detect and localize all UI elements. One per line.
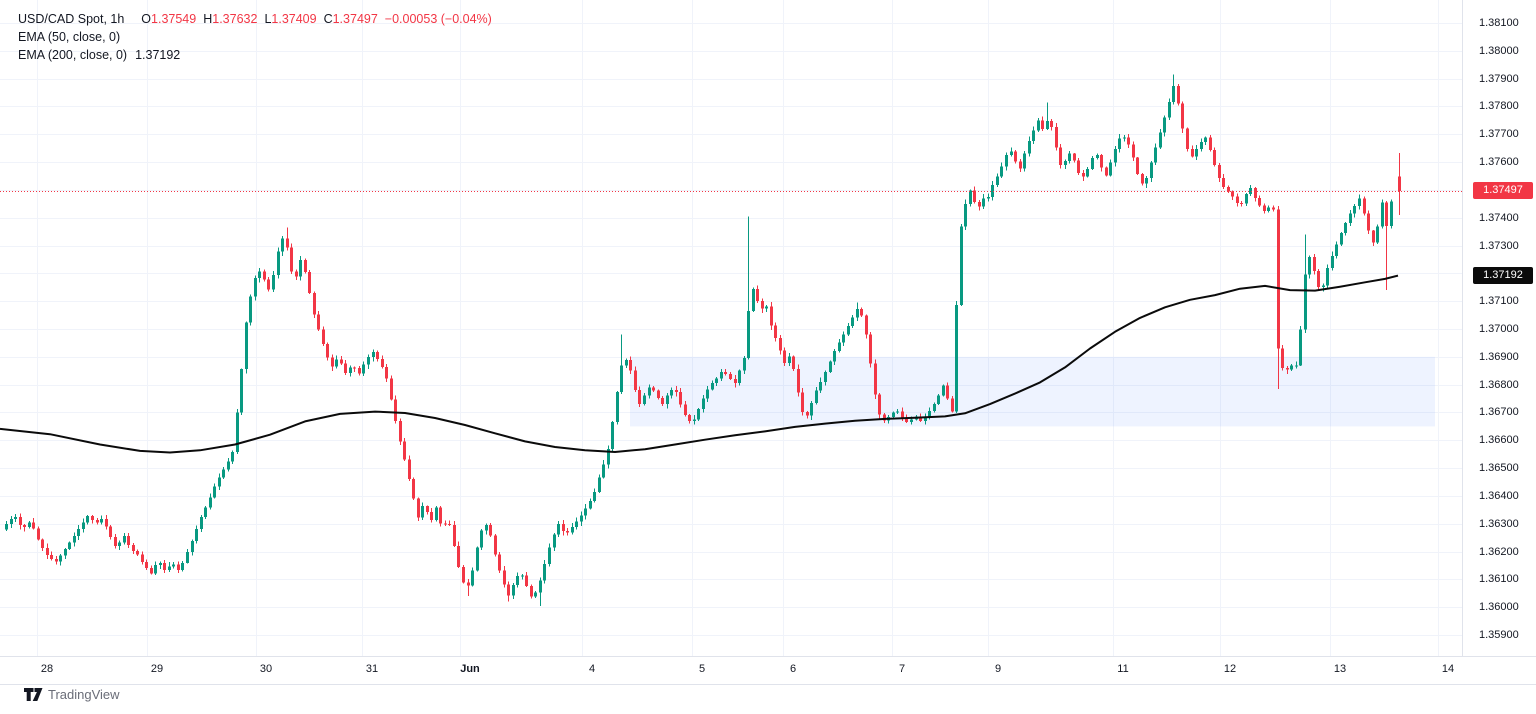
time-tick-label: 9 (994, 663, 1002, 675)
time-tick-label: 11 (1117, 663, 1129, 675)
ohlc-low-label: L (264, 12, 272, 26)
time-tick-label: 12 (1223, 663, 1237, 675)
time-tick-label: 30 (259, 663, 273, 675)
ema200-line[interactable] (0, 274, 1399, 454)
symbol-title: USD/CAD Spot, 1h (18, 12, 125, 26)
ema50-label: EMA (50, close, 0) (18, 30, 121, 44)
price-tick-label: 1.36400 (1479, 489, 1519, 502)
price-tick-label: 1.37100 (1479, 295, 1519, 308)
price-tick-label: 1.37400 (1479, 211, 1519, 224)
time-tick-label: 14 (1441, 663, 1455, 675)
price-tick-label: 1.36700 (1479, 406, 1519, 419)
indicator-row-ema50[interactable]: EMA (50, close, 0) (18, 28, 492, 46)
price-tick-label: 1.36600 (1479, 434, 1519, 447)
price-tick-label: 1.36200 (1479, 545, 1519, 558)
ohlc-open-label: O (141, 12, 152, 26)
indicator-row-ema200[interactable]: EMA (200, close, 0) 1.37192 (18, 46, 492, 64)
support-zone[interactable] (630, 356, 1435, 427)
chart-canvas[interactable] (0, 0, 1462, 656)
time-tick-label: 6 (789, 663, 797, 675)
time-tick-label: Jun (460, 663, 480, 675)
time-tick-label: 29 (150, 663, 164, 675)
chart-legend: USD/CAD Spot, 1h O1.37549 H1.37632 L1.37409… (18, 10, 492, 64)
price-tick-label: 1.36100 (1479, 573, 1519, 586)
price-tick-label: 1.36300 (1479, 517, 1519, 530)
price-tick-label: 1.36000 (1479, 601, 1519, 614)
grid-layer (0, 0, 1462, 656)
time-tick-label: 13 (1333, 663, 1347, 675)
price-tick-label: 1.36900 (1479, 350, 1519, 363)
ohlc-open-value: 1.37549 (151, 12, 197, 26)
time-axis[interactable]: 28 29 30 31 Jun 4 5 6 7 9 11 12 13 14 (0, 656, 1536, 685)
tradingview-logo[interactable]: TradingView (24, 687, 120, 702)
tradingview-icon (24, 688, 43, 701)
time-tick-label: 31 (365, 663, 379, 675)
current-price-badge: 1.37497 (1473, 182, 1533, 200)
change-value: −0.00053 (−0.04%) (384, 12, 492, 26)
price-tick-label: 1.37800 (1479, 100, 1519, 113)
ema200-label: EMA (200, close, 0) (18, 48, 128, 62)
price-tick-label: 1.37600 (1479, 156, 1519, 169)
price-tick-label: 1.37300 (1479, 239, 1519, 252)
ema200-price-badge: 1.37192 (1473, 267, 1533, 285)
time-tick-label: 4 (588, 663, 596, 675)
time-tick-label: 5 (698, 663, 706, 675)
price-tick-label: 1.36500 (1479, 462, 1519, 475)
ohlc-high-label: H (203, 12, 213, 26)
ohlc-close-label: C (323, 12, 333, 26)
ohlc-low-value: 1.37409 (271, 12, 317, 26)
price-tick-label: 1.38000 (1479, 44, 1519, 57)
price-tick-label: 1.36800 (1479, 378, 1519, 391)
time-tick-label: 28 (40, 663, 54, 675)
price-tick-label: 1.35900 (1479, 629, 1519, 642)
ohlc-close-value: 1.37497 (332, 12, 378, 26)
symbol-legend-row[interactable]: USD/CAD Spot, 1h O1.37549 H1.37632 L1.37409… (18, 10, 492, 28)
candles-layer (5, 74, 1401, 606)
price-tick-label: 1.37000 (1479, 323, 1519, 336)
ema200-value: 1.37192 (135, 48, 181, 62)
price-tick-label: 1.37700 (1479, 128, 1519, 141)
ohlc-high-value: 1.37632 (212, 12, 258, 26)
price-tick-label: 1.37900 (1479, 72, 1519, 85)
price-tick-label: 1.38100 (1479, 17, 1519, 29)
tradingview-logo-text: TradingView (48, 687, 120, 702)
price-axis[interactable]: 1.37497 1.37192 1.38100 1.38000 1.37900 1.3… (1462, 0, 1536, 656)
time-tick-label: 7 (898, 663, 906, 675)
